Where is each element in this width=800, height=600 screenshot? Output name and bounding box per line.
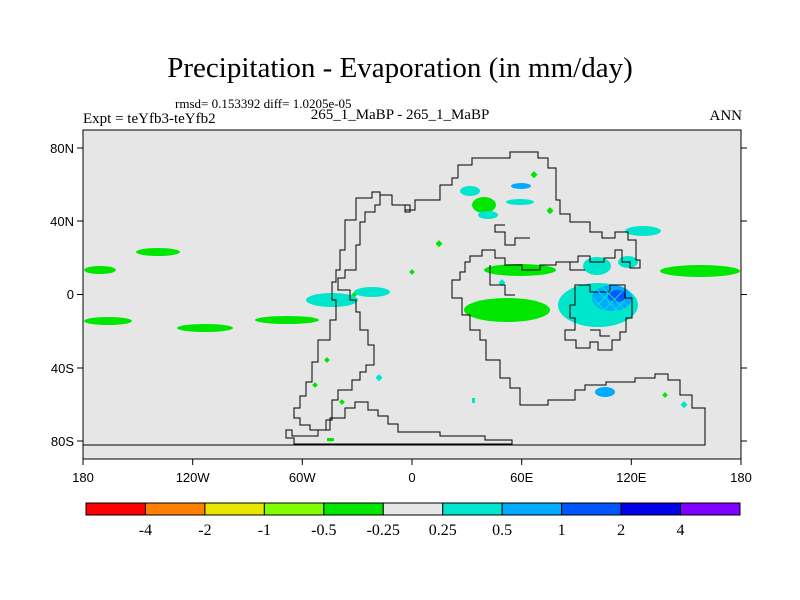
lat-labels: 80N 40N 0 40S 80S bbox=[50, 141, 74, 449]
colorbar: -4 -2 -1 -0.5 -0.25 0.25 0.5 1 2 4 bbox=[85, 502, 741, 539]
patch-light-blue bbox=[511, 183, 531, 189]
patch-green bbox=[472, 197, 496, 213]
lon-label: 60E bbox=[510, 470, 533, 485]
lon-label: 120E bbox=[616, 470, 647, 485]
colorbar-label: 1 bbox=[558, 522, 566, 539]
patch-cyan bbox=[498, 279, 506, 287]
lat-label: 0 bbox=[67, 287, 74, 302]
patch-green bbox=[84, 317, 132, 325]
patch-green bbox=[435, 240, 443, 248]
case-subtitle: 265_1_MaBP - 265_1_MaBP bbox=[310, 107, 490, 123]
colorbar-swatch bbox=[263, 502, 325, 516]
patch-cyan bbox=[460, 186, 480, 196]
anomaly-patches bbox=[84, 171, 740, 441]
patch-green bbox=[84, 266, 116, 274]
patch-green bbox=[324, 357, 330, 363]
colorbar-label: -0.5 bbox=[311, 522, 336, 539]
patch-green bbox=[312, 382, 318, 388]
colorbar-label: 2 bbox=[617, 522, 625, 539]
colorbar-label: 4 bbox=[677, 522, 685, 539]
lon-label: 0 bbox=[408, 470, 415, 485]
lon-label: 60W bbox=[289, 470, 316, 485]
lon-label: 180 bbox=[72, 470, 94, 485]
colorbar-label: 0.25 bbox=[429, 522, 457, 539]
colorbar-swatch bbox=[144, 502, 206, 516]
patch-green bbox=[327, 438, 334, 441]
colorbar-label: -1 bbox=[258, 522, 271, 539]
patch-green bbox=[464, 298, 550, 322]
plot-title: Precipitation - Evaporation (in mm/day) bbox=[167, 52, 633, 84]
patch-cyan bbox=[583, 257, 611, 275]
lat-label: 40N bbox=[50, 214, 74, 229]
colorbar-swatch bbox=[561, 502, 622, 516]
hatch-region bbox=[584, 284, 626, 326]
patch-green bbox=[662, 392, 668, 398]
patch-green bbox=[546, 207, 554, 215]
lat-label: 40S bbox=[51, 361, 74, 376]
colorbar-swatch bbox=[680, 502, 741, 516]
patch-green bbox=[660, 265, 740, 277]
patch-green bbox=[177, 324, 233, 332]
patch-green bbox=[255, 316, 319, 324]
season-label: ANN bbox=[709, 108, 743, 124]
colorbar-swatch bbox=[442, 502, 503, 516]
colorbar-swatch bbox=[204, 502, 265, 516]
patch-cyan bbox=[478, 211, 498, 219]
colorbar-label: -2 bbox=[198, 522, 211, 539]
colorbar-label: 0.5 bbox=[492, 522, 512, 539]
patch-green bbox=[339, 399, 345, 405]
patch-cyan bbox=[680, 401, 688, 409]
patch-green bbox=[484, 264, 556, 276]
colorbar-swatch bbox=[382, 502, 444, 516]
lat-label: 80S bbox=[51, 434, 74, 449]
map-background bbox=[83, 130, 741, 459]
patch-cyan bbox=[625, 226, 661, 236]
lon-ticks bbox=[82, 459, 742, 465]
colorbar-label: -4 bbox=[139, 522, 152, 539]
patch-cyan bbox=[472, 398, 475, 403]
patch-cyan bbox=[375, 374, 383, 382]
colorbar-swatch bbox=[620, 502, 682, 516]
lon-labels: 180 120W 60W 0 60E 120E 180 bbox=[72, 470, 752, 485]
patch-cyan bbox=[506, 199, 534, 205]
colorbar-swatch bbox=[323, 502, 384, 516]
coastlines bbox=[83, 151, 706, 446]
lon-label: 120W bbox=[176, 470, 211, 485]
patch-green bbox=[136, 248, 180, 256]
experiment-label: Expt = teYfb3-teYfb2 bbox=[83, 111, 216, 127]
lat-label: 80N bbox=[50, 141, 74, 156]
patch-cyan bbox=[354, 287, 390, 297]
patch-light-blue bbox=[595, 387, 615, 397]
lat-ticks bbox=[77, 147, 747, 442]
colorbar-swatch bbox=[501, 502, 563, 516]
lon-label: 180 bbox=[730, 470, 752, 485]
colorbar-swatch bbox=[85, 502, 146, 516]
patch-green bbox=[530, 171, 538, 179]
patch-green bbox=[409, 269, 415, 275]
stats-line: rmsd= 0.153392 diff= 1.0205e-05 bbox=[175, 96, 352, 111]
colorbar-label: -0.25 bbox=[367, 522, 400, 539]
